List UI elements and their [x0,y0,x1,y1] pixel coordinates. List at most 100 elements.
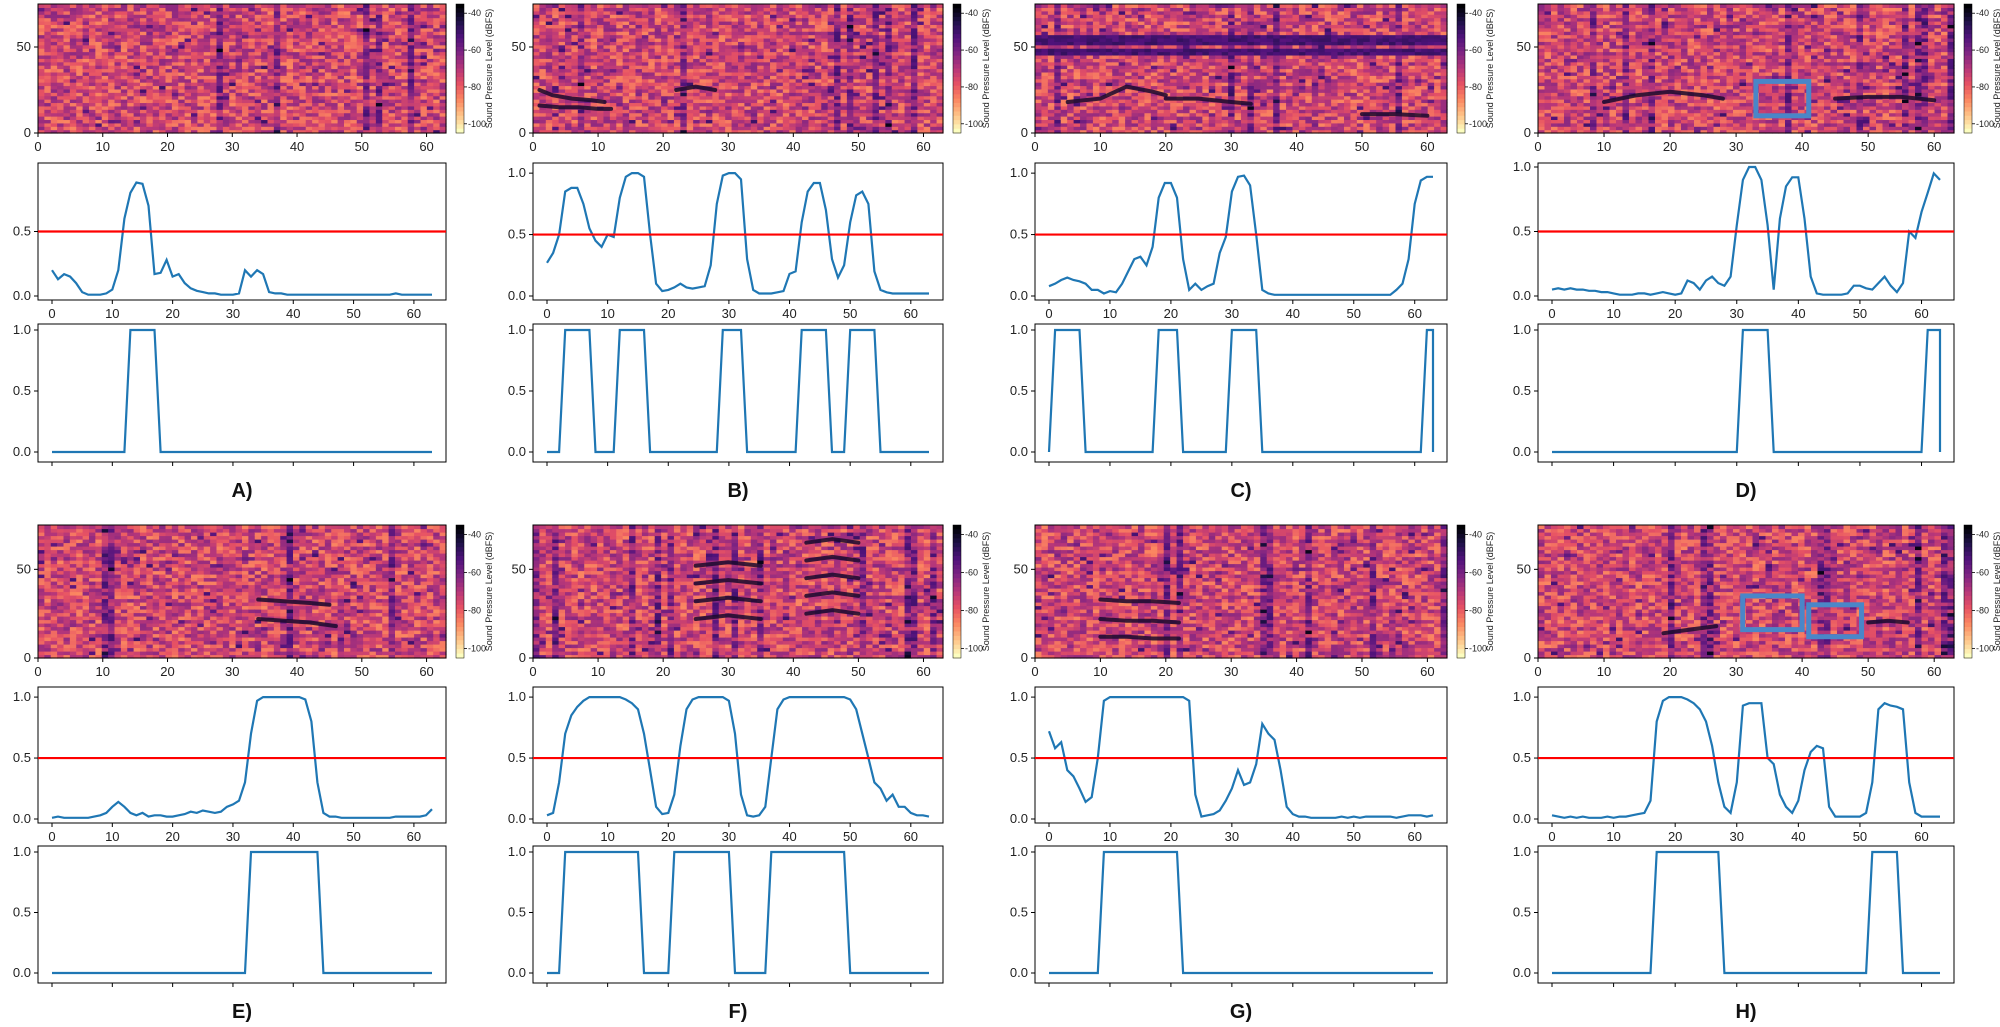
spectrogram-cell [840,92,848,97]
spectrogram-cell [571,119,579,124]
spectrogram-cell [699,71,707,76]
spectrogram-cell [629,34,637,39]
spectrogram-cell [667,116,675,121]
spectrogram-cell [375,82,383,87]
spectrogram-cell [545,51,553,56]
spectrogram-cell [222,85,230,90]
spectrogram-cell [267,88,275,93]
spectrogram-cell [363,129,371,134]
spectrogram-cell [584,119,592,124]
spectrogram-cell [280,92,288,97]
spectrogram-cell [699,109,707,114]
spectrogram-cell [821,88,829,93]
spectrogram-cell [375,61,383,66]
spectrogram-cell [891,65,899,70]
spectrogram-cell [872,85,880,90]
spectrogram-cell [299,109,307,114]
spectrogram-cell [337,20,345,25]
spectrogram-cell [235,105,243,110]
spectrogram-cell [673,24,681,29]
spectrogram-cell [344,119,351,124]
spectrogram-cell [712,122,720,127]
spectrogram-cell [82,82,90,87]
spectrogram-cell [50,65,58,70]
spectrogram-cell [731,14,739,19]
spectrogram-cell [76,17,84,22]
spectrogram-cell [363,24,371,29]
spectrogram-cell [280,54,288,59]
spectrogram-cell [133,75,141,80]
spectrogram-cell [603,4,611,8]
spectrogram-cell [609,51,617,56]
spectrogram-cell [846,27,854,32]
spectrogram-cell [426,17,434,22]
spectrogram-cell [904,95,912,100]
spectrogram-cell [821,126,829,131]
spectrogram-cell [254,95,262,100]
spectrogram-cell [821,20,829,25]
spectrogram-cell [802,85,810,90]
spectrogram-cell [114,37,122,42]
spectrogram-cell [622,71,630,76]
spectrogram-cell [38,44,45,49]
spectrogram-cell [686,4,694,8]
spectrogram-cell [152,4,160,8]
spectrogram-cell [350,14,358,19]
spectrogram-cell [885,68,893,73]
spectrogram-cell [776,7,784,12]
spectrogram-cell [577,85,585,90]
spectrogram-cell [114,14,122,19]
spectrogram-cell [629,58,637,63]
spectrogram-cell [69,41,77,46]
spectrogram-cell [725,41,733,46]
spectrogram-cell [770,78,778,83]
colorbar-step [456,4,464,9]
spectrogram-cell [312,99,320,104]
spectrogram-cell [558,17,566,22]
spectrogram-cell [261,119,269,124]
spectrogram-cell [133,48,141,53]
spectrogram-cell [731,129,739,134]
spectrogram-cell [821,34,829,39]
spectrogram-cell [273,41,281,46]
spectrogram-cell [242,17,249,22]
spectrogram-cell [738,88,746,93]
spectrogram-cell [375,95,383,100]
spectrogram-cell [184,31,192,36]
spectrogram-cell [216,10,224,15]
spectrogram-cell [802,119,810,124]
spectrogram-cell [82,85,90,90]
colorbar-step [456,34,464,39]
spectrogram-cell [878,109,886,114]
spectrogram-cell [738,10,746,15]
spectrogram-cell [789,24,797,29]
spectrogram-cell [133,44,141,49]
spectrogram-cell [654,126,662,131]
spectrogram-cell [350,17,358,22]
spectrogram-cell [853,48,861,53]
spectrogram-cell [210,51,218,56]
spectrogram-cell [375,109,383,114]
spectrogram-cell [750,48,758,53]
spectrogram-cell [76,20,84,25]
spectrogram-cell [216,95,224,100]
spectrogram-cell [789,99,797,104]
spectrogram-cell [808,65,816,70]
spectrogram-cell [350,20,358,25]
spectrogram-cell [718,105,726,110]
spectrogram-cell [834,78,842,83]
spectrogram-cell [375,20,383,25]
spectrogram-cell [635,51,643,56]
spectrogram-cell [363,71,371,76]
spectrogram-cell [114,65,122,70]
spectrogram-cell [337,88,345,93]
spectrogram-cell [305,92,313,97]
spectrogram-cell [369,92,377,97]
spectrogram-cell [705,10,713,15]
spectrogram-cell [654,54,662,59]
spectrogram-cell [50,82,58,87]
spectrogram-cell [426,122,434,127]
binary-frame [37,323,447,463]
spectrogram-cell [757,126,765,131]
spectrogram-cell [910,68,918,73]
